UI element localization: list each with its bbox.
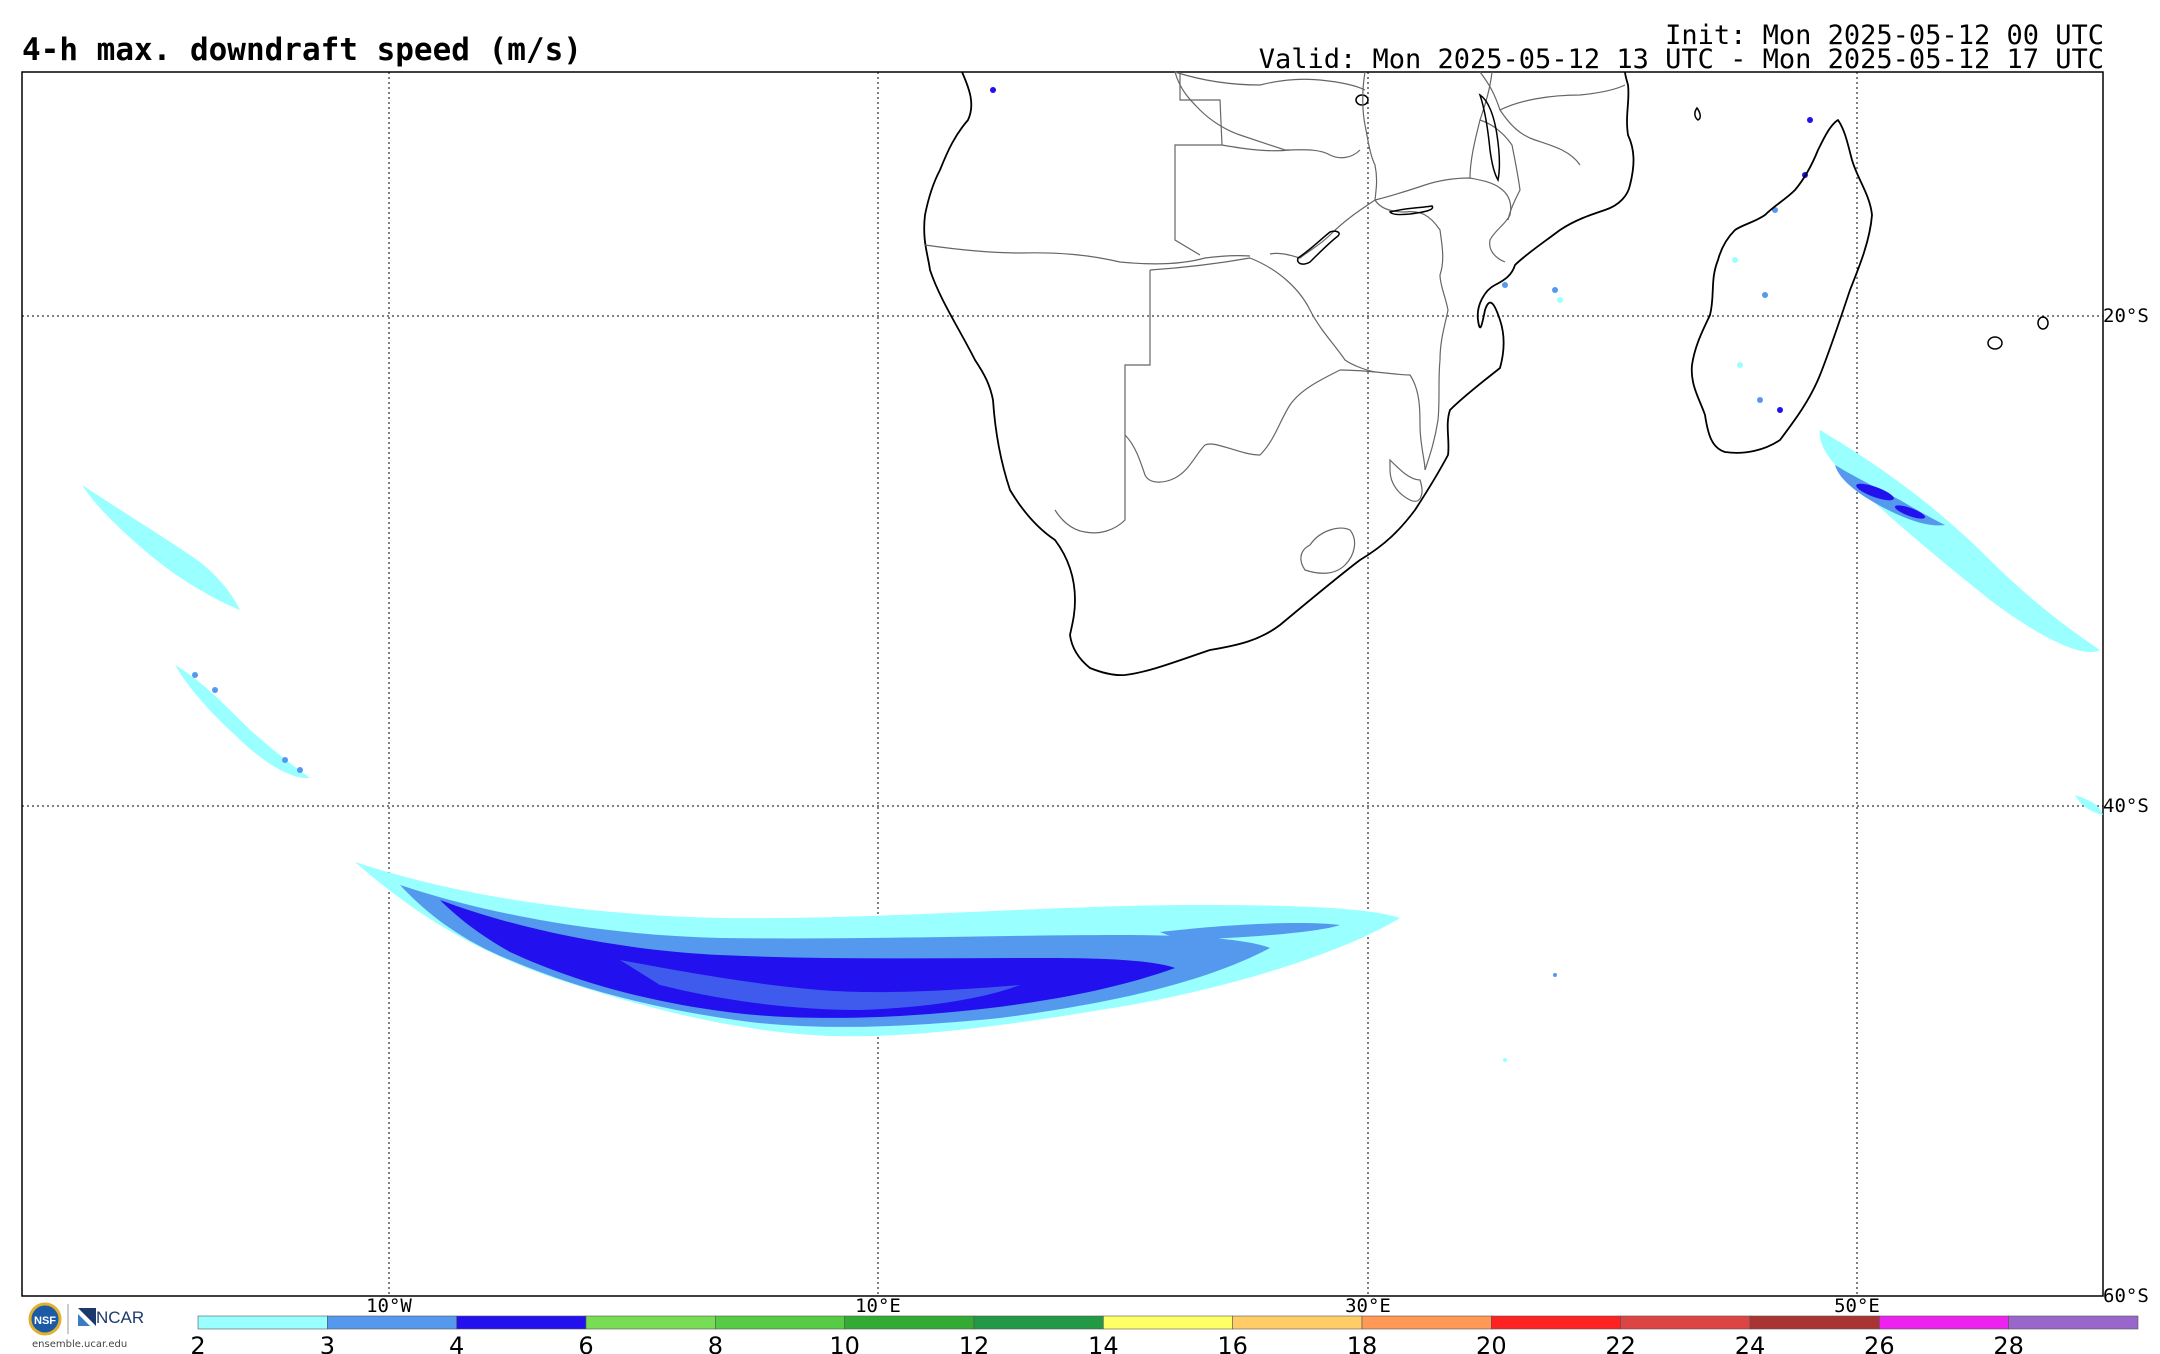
colorbar-tick-label: 12	[959, 1332, 990, 1354]
colorbar-tick-label: 2	[190, 1332, 205, 1354]
map-title: 4-h max. downdraft speed (m/s)	[22, 32, 582, 68]
colorbar-tick-label: 20	[1476, 1332, 1507, 1354]
init-time: Init: Mon 2025-05-12 00 UTC	[1665, 20, 2104, 51]
lon-label-10e: 10°E	[855, 1295, 901, 1317]
colorbar-swatch	[585, 1315, 716, 1330]
nsf-logo: NSF	[28, 1302, 62, 1336]
ncar-logo	[78, 1308, 96, 1326]
lat-label-20s: 20°S	[2103, 305, 2149, 327]
colorbar-swatch	[456, 1315, 587, 1330]
small-islands	[1355, 94, 2049, 350]
colorbar-swatch	[973, 1315, 1104, 1330]
colorbar-swatch	[715, 1315, 845, 1330]
colorbar-swatch	[1620, 1315, 1751, 1330]
valid-time: Valid: Mon 2025-05-12 13 UTC - Mon 2025-…	[1258, 44, 2104, 75]
graticule	[22, 72, 2103, 1296]
colorbar-swatch	[1361, 1315, 1492, 1330]
colorbar-swatch	[1103, 1315, 1233, 1330]
coastline-africa	[923, 71, 1635, 677]
downdraft-cells-indian-ocean	[990, 87, 2103, 1062]
colorbar-swatch	[1749, 1315, 1880, 1330]
colorbar-tick-label: 14	[1088, 1332, 1119, 1354]
lat-label-40s: 40°S	[2103, 795, 2149, 817]
ncar-wordmark: NCAR	[96, 1308, 145, 1327]
map-frame	[21, 71, 2104, 1297]
colorbar-tick-label: 18	[1347, 1332, 1378, 1354]
svg-text:NSF: NSF	[34, 1315, 56, 1327]
colorbar-tick-label: 16	[1217, 1332, 1248, 1354]
footer-url: ensemble.ucar.edu	[32, 1339, 128, 1350]
downdraft-cells-atlantic	[82, 485, 310, 779]
colorbar-swatch	[1879, 1315, 2009, 1330]
colorbar-tick-label: 8	[708, 1332, 723, 1354]
lon-label-30e: 30°E	[1345, 1295, 1391, 1317]
coastline-madagascar	[1690, 119, 1873, 454]
lon-label-10w: 10°W	[366, 1295, 412, 1317]
colorbar-swatch	[1232, 1315, 1363, 1330]
colorbar-swatch	[327, 1315, 457, 1330]
colorbar-swatch	[2008, 1315, 2139, 1330]
colorbar-tick-label: 6	[578, 1332, 593, 1354]
lakes	[1296, 93, 1501, 265]
colorbar-swatch	[197, 1315, 328, 1330]
colorbar-tick-label: 26	[1864, 1332, 1895, 1354]
colorbar-tick-label: 24	[1735, 1332, 1766, 1354]
colorbar-swatch	[844, 1315, 975, 1330]
downdraft-band-south-atlantic	[355, 862, 1400, 1037]
colorbar-swatch	[1491, 1315, 1621, 1330]
lon-label-50e: 50°E	[1834, 1295, 1880, 1317]
colorbar: 2 3 4 6 8 10 12 14 16 18 20 22 24 26 28	[190, 1315, 2139, 1354]
colorbar-tick-label: 28	[1993, 1332, 2024, 1354]
colorbar-tick-label: 3	[320, 1332, 335, 1354]
colorbar-tick-label: 22	[1605, 1332, 1636, 1354]
colorbar-tick-label: 4	[449, 1332, 464, 1354]
country-borders	[924, 71, 1626, 574]
colorbar-tick-label: 10	[829, 1332, 860, 1354]
lat-label-60s: 60°S	[2103, 1285, 2149, 1307]
